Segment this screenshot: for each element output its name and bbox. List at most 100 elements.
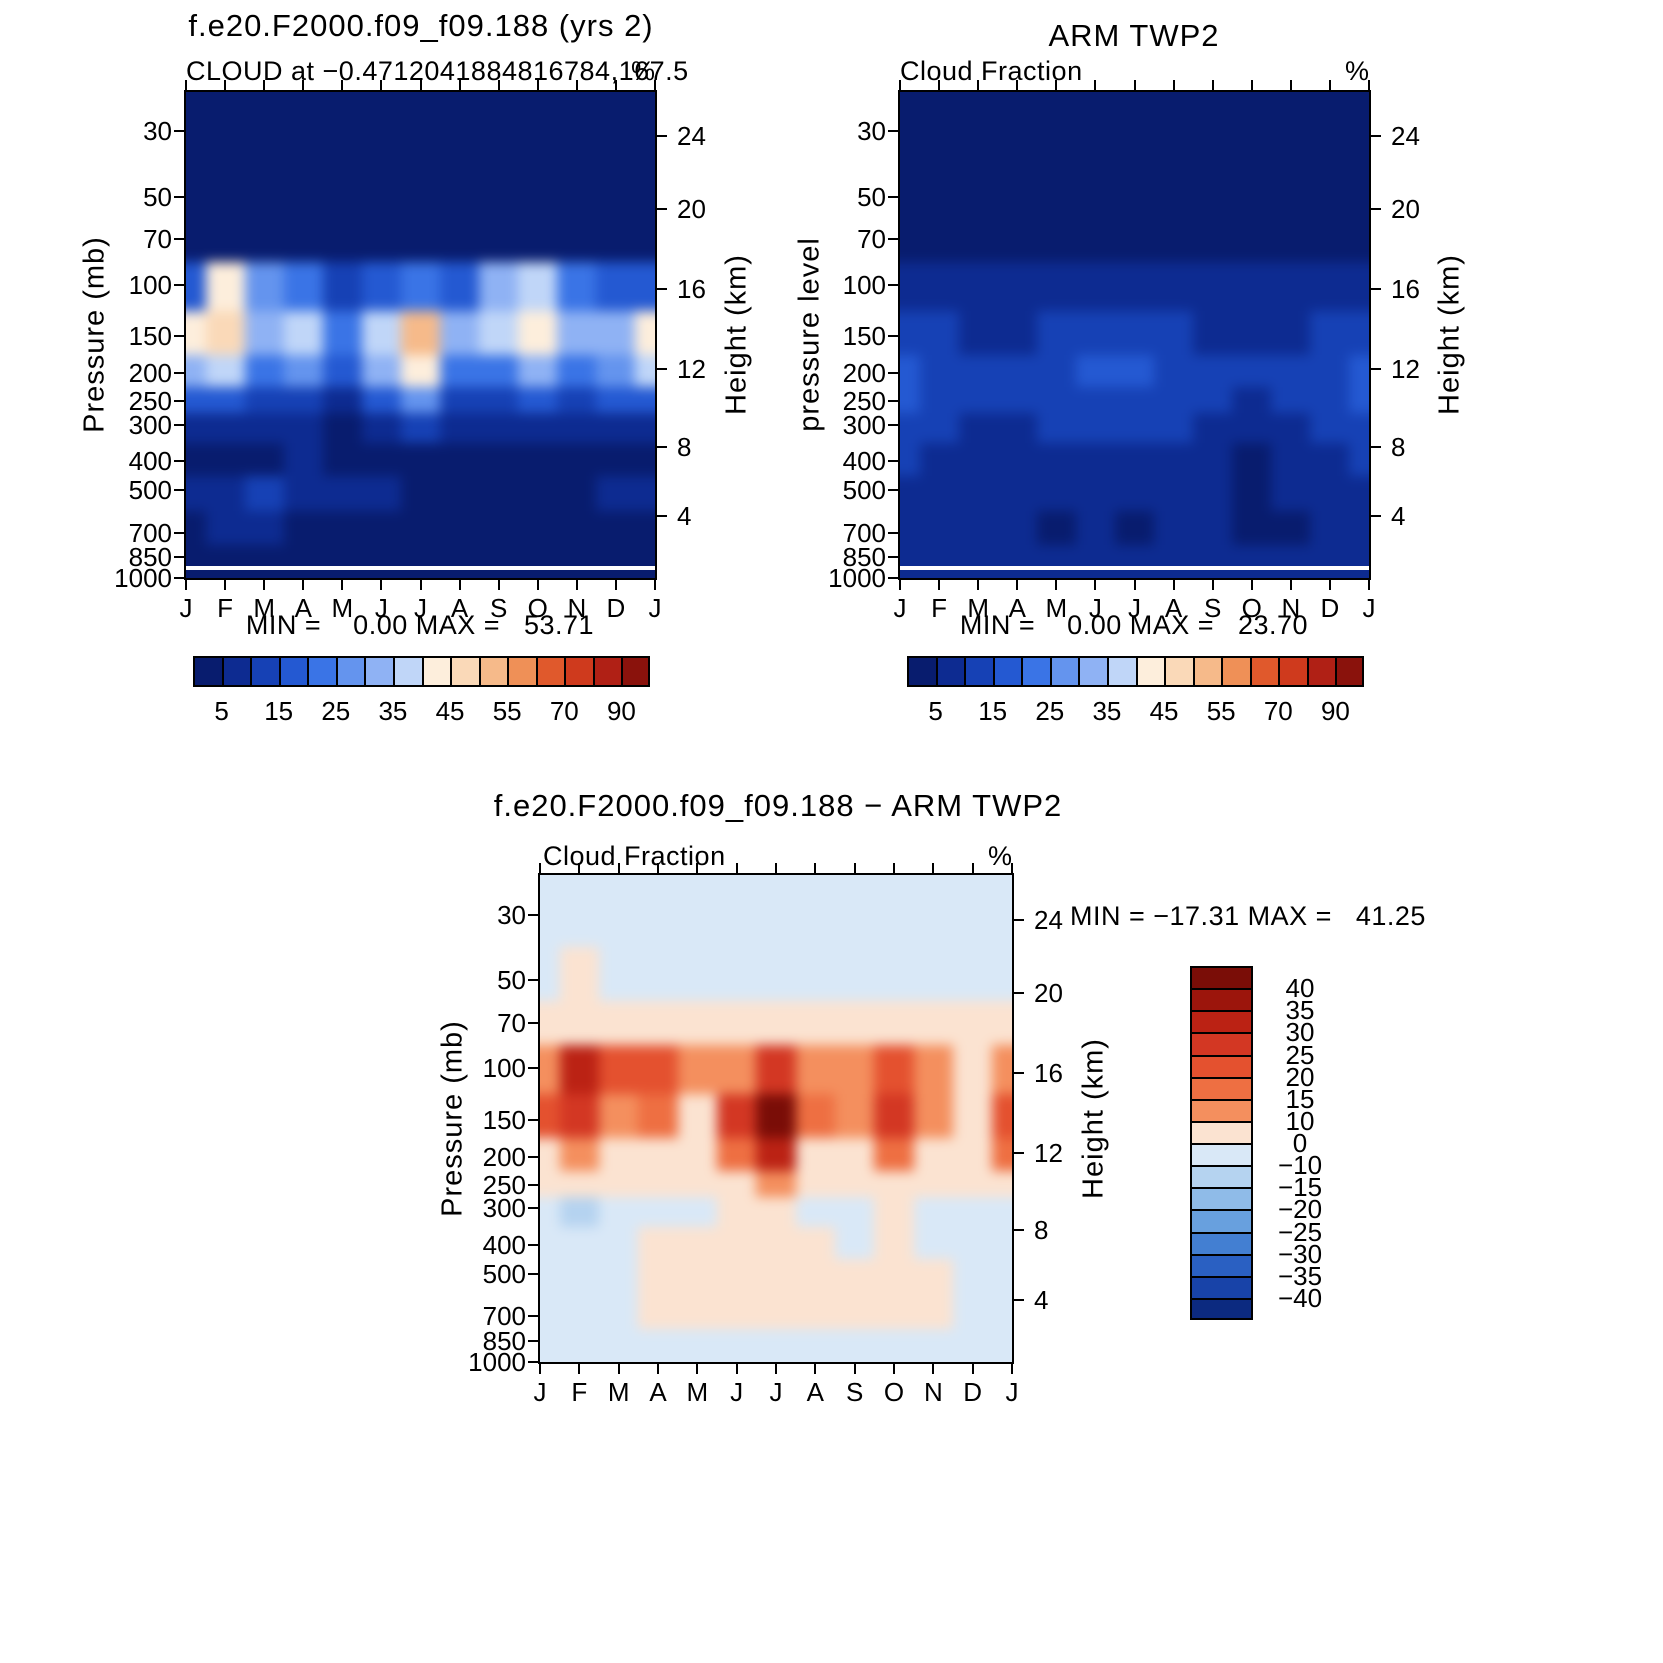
- axis-tick: [614, 80, 617, 92]
- contour-cell: [635, 262, 655, 311]
- contour-cell: [717, 1138, 757, 1171]
- month-tick-label: J: [1362, 593, 1376, 623]
- contour-cell: [440, 262, 480, 311]
- axis-tick: [1368, 578, 1370, 590]
- contour-cell: [1193, 387, 1233, 414]
- contour-cell: [756, 875, 796, 948]
- month-tick-label: J: [374, 593, 388, 623]
- contour-cell: [1154, 217, 1194, 263]
- contour-cell: [992, 1138, 1012, 1171]
- contour-cell: [1114, 92, 1155, 165]
- percent-label-diff: %: [987, 841, 1012, 871]
- contour-cell: [756, 1328, 796, 1352]
- axis-tick: [775, 863, 777, 875]
- month-tick-label: J: [893, 593, 907, 623]
- pressure-tick-label: 50: [143, 181, 172, 212]
- contour-cell: [835, 1138, 875, 1171]
- height-tick-label: 20: [677, 194, 706, 225]
- contour-cell: [1036, 413, 1076, 443]
- contour-cell: [756, 1001, 796, 1046]
- colorbar-tick-label: 70: [1263, 696, 1293, 726]
- colorbar-box: [1106, 656, 1138, 687]
- contour-cell: [400, 387, 441, 414]
- contour-cell: [322, 475, 362, 512]
- colorbar-box: [478, 656, 510, 687]
- axis-tick: [1172, 578, 1175, 590]
- contour-cell: [599, 1295, 639, 1329]
- contour-cell: [900, 387, 920, 414]
- contour-cell: [835, 1351, 875, 1362]
- contour-cell: [1075, 92, 1115, 165]
- contour-cell: [186, 413, 206, 443]
- axis-tick: [528, 1021, 540, 1024]
- colorbar-box: [1190, 1253, 1253, 1278]
- contour-cell: [717, 1196, 757, 1227]
- axis-tick: [696, 863, 699, 875]
- contour-cell: [186, 511, 206, 545]
- contour-grid: [540, 875, 1012, 1362]
- contour-cell: [440, 164, 480, 218]
- contour-cell: [874, 1259, 914, 1295]
- axis-tick: [185, 80, 187, 92]
- contour-cell: [557, 413, 597, 443]
- contour-cell: [953, 1351, 993, 1362]
- axis-tick: [578, 1362, 581, 1374]
- height-tick-label: 20: [1034, 977, 1063, 1008]
- contour-cell: [205, 544, 245, 568]
- axis-tick: [528, 1184, 540, 1187]
- contour-cell: [953, 875, 993, 948]
- contour-cell: [599, 1328, 639, 1352]
- colorbar-box: [221, 656, 253, 687]
- contour-cell: [322, 262, 362, 311]
- axis-tick: [775, 1362, 777, 1374]
- contour-cell: [874, 1328, 914, 1352]
- contour-field-diff: [540, 875, 1012, 1362]
- contour-cell: [795, 1196, 835, 1227]
- contour-cell: [1036, 511, 1076, 545]
- pressure-tick-label: 250: [482, 1170, 526, 1201]
- axis-tick: [174, 577, 186, 579]
- contour-cell: [1036, 387, 1076, 414]
- contour-cell: [997, 387, 1037, 414]
- contour-cell: [795, 1045, 835, 1095]
- contour-cell: [958, 387, 998, 414]
- pressure-tick-label: 400: [128, 446, 172, 477]
- contour-cell: [958, 443, 998, 476]
- month-tick-label: A: [649, 1377, 667, 1407]
- contour-cell: [874, 1138, 914, 1171]
- contour-cell: [835, 1328, 875, 1352]
- axis-tick: [185, 578, 187, 590]
- contour-cell: [900, 310, 920, 355]
- axis-tick: [497, 578, 500, 590]
- contour-cell: [361, 164, 401, 218]
- contour-cell: [1349, 567, 1369, 578]
- month-tick-label: D: [606, 593, 626, 623]
- contour-cell: [1075, 310, 1115, 355]
- contour-cell: [322, 354, 362, 388]
- axis-tick: [1369, 288, 1381, 291]
- contour-cell: [1310, 262, 1350, 311]
- contour-cell: [559, 1196, 599, 1227]
- contour-cell: [1349, 164, 1369, 218]
- contour-cell: [919, 262, 959, 311]
- contour-cell: [874, 1226, 914, 1260]
- contour-cell: [958, 164, 998, 218]
- contour-cell: [1075, 164, 1115, 218]
- contour-cell: [559, 1170, 599, 1197]
- contour-cell: [186, 310, 206, 355]
- pressure-tick-label: 30: [497, 899, 526, 930]
- panel-subtitle-diff: Cloud Fraction: [543, 841, 726, 871]
- contour-cell: [361, 92, 401, 165]
- contour-cell: [244, 544, 284, 568]
- contour-cell: [1154, 354, 1194, 388]
- percent-label-model: %: [630, 56, 655, 86]
- contour-cell: [440, 544, 480, 568]
- contour-cell: [596, 511, 636, 545]
- contour-cell: [440, 443, 480, 476]
- contour-cell: [479, 544, 519, 568]
- contour-cell: [186, 217, 206, 263]
- contour-cell: [479, 310, 519, 355]
- contour-cell: [1232, 92, 1272, 165]
- contour-cell: [283, 217, 323, 263]
- axis-tick: [888, 283, 900, 286]
